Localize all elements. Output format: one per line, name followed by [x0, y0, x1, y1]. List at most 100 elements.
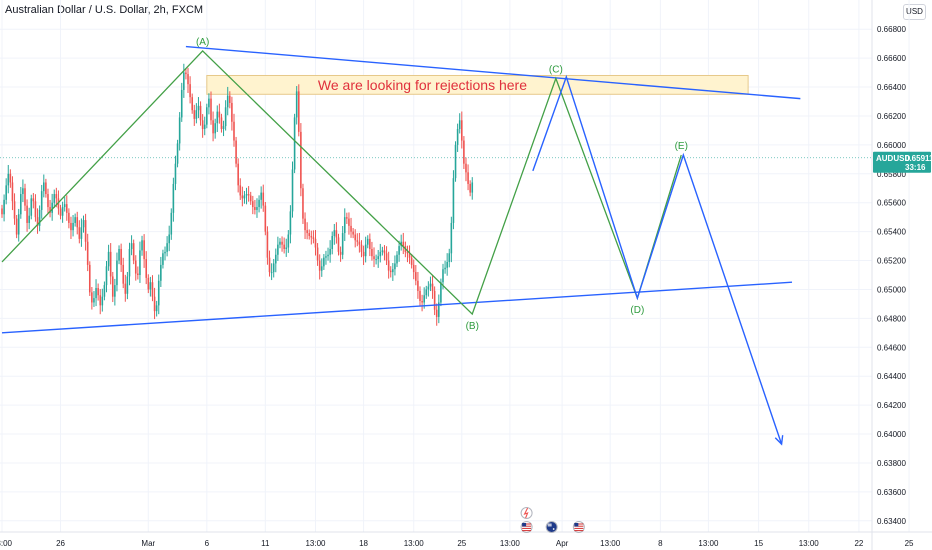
candle-body: [295, 91, 298, 118]
candle-body: [11, 182, 14, 202]
candle-body: [72, 222, 74, 231]
candle-body: [352, 231, 354, 235]
candle-body: [446, 261, 448, 268]
candle-body: [241, 195, 244, 199]
candle-body: [308, 233, 311, 236]
y-tick-label: 0.66600: [877, 54, 906, 63]
y-tick-label: 0.63600: [877, 488, 906, 497]
flag-stripe: [522, 527, 532, 529]
candle-body: [366, 238, 369, 245]
candle-body: [124, 283, 127, 294]
projection-arrowhead: [774, 435, 784, 446]
candle-body: [362, 251, 365, 257]
x-tick-label: 13:00: [404, 539, 425, 548]
candle-body: [118, 248, 120, 261]
candle-body: [162, 253, 164, 265]
candle-body: [285, 247, 288, 249]
projection-path: [532, 74, 783, 445]
candle-body: [187, 74, 189, 85]
candle-body: [15, 218, 18, 235]
candle-body: [210, 98, 212, 121]
chart-title: Australian Dollar / U.S. Dollar, 2h, FXC…: [5, 4, 204, 16]
candle-body: [389, 270, 392, 273]
candle-body: [427, 286, 430, 290]
candle-body: [97, 288, 99, 296]
candle-body: [9, 173, 12, 183]
candle-body: [291, 169, 294, 212]
x-tick-label: Apr: [556, 539, 569, 548]
candle-body: [239, 185, 242, 196]
candle-body: [141, 240, 143, 251]
y-tick-label: 0.65400: [877, 228, 906, 237]
candle-body: [68, 212, 70, 223]
us-flag-icon: [572, 521, 585, 533]
flag-stripe: [522, 523, 532, 525]
candle-body: [91, 292, 93, 303]
candle-body: [157, 280, 160, 306]
candle-body: [26, 205, 28, 223]
candle-body: [454, 144, 457, 179]
x-tick-label: 25: [905, 539, 914, 548]
flag-canton: [574, 523, 579, 527]
candle-body: [208, 98, 210, 108]
candle-body: [197, 105, 200, 111]
candle-body: [287, 234, 290, 248]
time-axis[interactable]: 13:00 26 Mar 6 11 13:00 18 13:00 25 13:00 Apr 13:00…: [0, 531, 932, 548]
candle-body: [149, 282, 152, 290]
y-tick-label: 0.66400: [877, 83, 906, 92]
candle-body: [84, 220, 87, 242]
candle-body: [199, 105, 202, 121]
candle-body: [80, 227, 83, 239]
candle-body: [59, 208, 62, 216]
candle-body: [360, 244, 363, 252]
candle-body: [36, 217, 39, 226]
event-icons[interactable]: [520, 507, 585, 533]
candle-body: [222, 126, 225, 129]
candle-body: [254, 207, 256, 210]
candle-body: [247, 194, 250, 196]
candle-body: [203, 124, 206, 129]
x-tick-label: 22: [854, 539, 863, 548]
candle-body: [183, 72, 185, 90]
candle-body: [170, 212, 173, 235]
candle-body: [279, 241, 281, 245]
candle-body: [408, 253, 411, 258]
candle-body: [86, 241, 89, 265]
candle-body: [78, 227, 81, 239]
candle-body: [341, 233, 344, 255]
candle-body: [185, 72, 187, 75]
candle-body: [116, 260, 118, 286]
drawings: [0, 45, 872, 446]
wave-label: (C): [549, 64, 563, 75]
candle-body: [178, 117, 181, 144]
candle-body: [394, 263, 396, 270]
candle-body: [323, 257, 325, 267]
flag-stripe: [574, 525, 584, 527]
zone-box: [206, 74, 749, 95]
candle-body: [350, 225, 352, 232]
price-axis[interactable]: 0.66800 0.66600 0.66400 0.66200 0.66000 0.658…: [871, 0, 932, 550]
candle-body: [147, 277, 150, 290]
candle-body: [348, 218, 350, 226]
candle-body: [55, 194, 58, 199]
candle-body: [95, 288, 97, 299]
y-tick-label: 0.66800: [877, 25, 906, 34]
candle-body: [216, 111, 219, 124]
candle-body: [458, 120, 461, 129]
candle-body: [128, 248, 131, 277]
candle-body: [381, 250, 384, 252]
resistance-zone: We are looking for rejections here: [206, 74, 749, 95]
bolt-icon: [520, 507, 533, 519]
candle-body: [452, 178, 455, 223]
candle-body: [415, 272, 417, 281]
flag-stripe: [574, 527, 584, 529]
candle-body: [47, 194, 49, 208]
wave-labels: (A) (B) (C) (D) (E): [196, 37, 688, 332]
candle-body: [300, 131, 302, 189]
candle-body: [314, 238, 317, 248]
candle-body: [448, 253, 451, 262]
candle-body: [433, 290, 436, 310]
y-tick-label: 0.66200: [877, 112, 906, 121]
candle-body: [5, 185, 7, 200]
